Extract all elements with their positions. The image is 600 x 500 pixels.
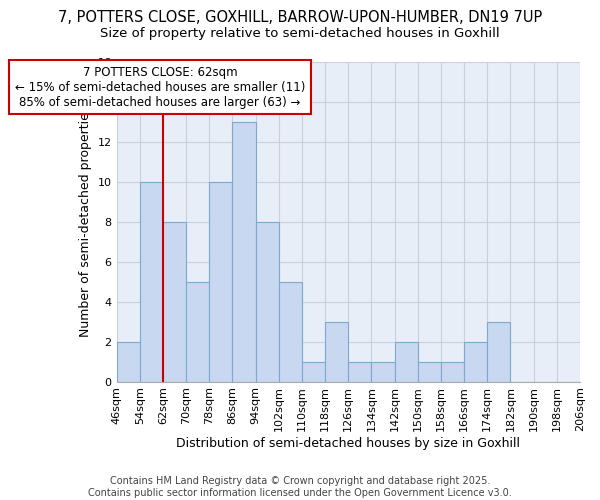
Bar: [186, 282, 209, 382]
Y-axis label: Number of semi-detached properties: Number of semi-detached properties: [79, 106, 92, 337]
Bar: [302, 362, 325, 382]
Bar: [209, 182, 232, 382]
Bar: [418, 362, 441, 382]
Bar: [279, 282, 302, 382]
Bar: [441, 362, 464, 382]
Bar: [487, 322, 511, 382]
Text: Size of property relative to semi-detached houses in Goxhill: Size of property relative to semi-detach…: [100, 28, 500, 40]
Bar: [464, 342, 487, 382]
Text: Contains HM Land Registry data © Crown copyright and database right 2025.
Contai: Contains HM Land Registry data © Crown c…: [88, 476, 512, 498]
Bar: [371, 362, 395, 382]
Bar: [348, 362, 371, 382]
Bar: [256, 222, 279, 382]
X-axis label: Distribution of semi-detached houses by size in Goxhill: Distribution of semi-detached houses by …: [176, 437, 520, 450]
Text: 7, POTTERS CLOSE, GOXHILL, BARROW-UPON-HUMBER, DN19 7UP: 7, POTTERS CLOSE, GOXHILL, BARROW-UPON-H…: [58, 10, 542, 25]
Bar: [395, 342, 418, 382]
Bar: [163, 222, 186, 382]
Bar: [325, 322, 348, 382]
Bar: [140, 182, 163, 382]
Bar: [232, 122, 256, 382]
Bar: [116, 342, 140, 382]
Text: 7 POTTERS CLOSE: 62sqm
← 15% of semi-detached houses are smaller (11)
85% of sem: 7 POTTERS CLOSE: 62sqm ← 15% of semi-det…: [15, 66, 305, 108]
